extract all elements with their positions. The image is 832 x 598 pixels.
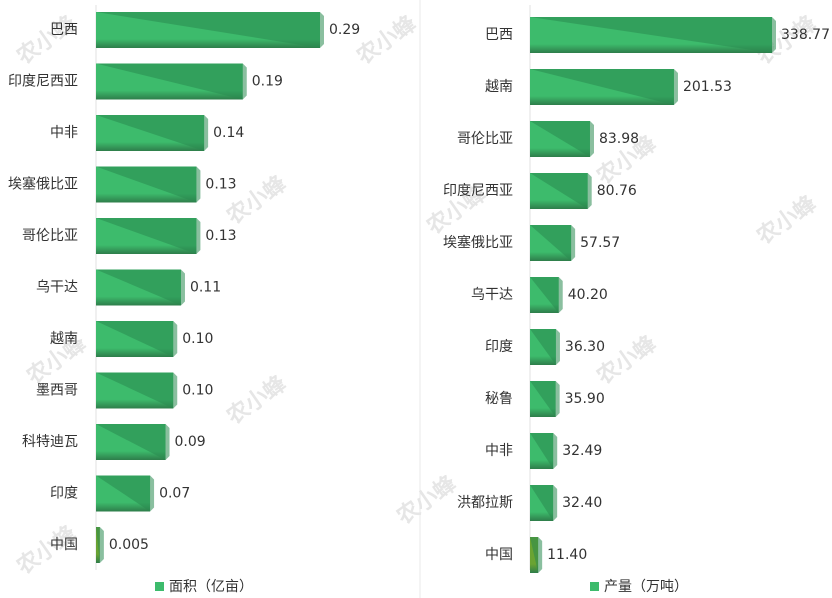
bar-shade	[96, 63, 247, 100]
legend-label: 面积（亿亩）	[169, 578, 253, 595]
watermark: 农小蜂	[11, 10, 82, 70]
bar-shade	[530, 277, 563, 313]
bar-shade	[530, 537, 543, 573]
value-label: 35.90	[565, 391, 605, 407]
category-label: 越南	[50, 331, 78, 347]
value-label: 11.40	[547, 547, 587, 563]
bar-shade	[96, 115, 209, 151]
category-label: 印度	[50, 486, 78, 502]
value-label: 338.77	[781, 27, 830, 43]
value-label: 0.19	[252, 74, 283, 90]
category-label: 科特迪瓦	[22, 434, 78, 450]
value-label: 201.53	[683, 79, 732, 95]
value-label: 32.40	[562, 495, 602, 511]
watermark: 农小蜂	[751, 190, 822, 250]
category-label: 印度尼西亚	[443, 183, 513, 199]
value-label: 0.07	[159, 486, 190, 502]
value-label: 0.10	[182, 331, 213, 347]
category-label: 墨西哥	[36, 383, 78, 399]
value-label: 57.57	[580, 235, 620, 251]
value-label: 0.29	[329, 22, 360, 38]
category-label: 乌干达	[36, 280, 78, 296]
bar	[96, 527, 100, 563]
bar-shade	[530, 381, 560, 417]
bar-shade	[530, 69, 678, 105]
bar-shade	[530, 173, 592, 209]
bar-shade	[96, 166, 201, 203]
bar-shade	[530, 121, 594, 157]
value-label: 0.11	[190, 280, 221, 296]
category-label: 巴西	[485, 27, 513, 43]
bar-shade	[96, 218, 201, 254]
watermark: 农小蜂	[221, 370, 292, 430]
category-label: 中非	[485, 443, 513, 459]
bar-shade	[96, 475, 155, 512]
value-label: 32.49	[562, 443, 602, 459]
category-label: 秘鲁	[485, 391, 513, 407]
legend-label: 产量（万吨）	[604, 579, 688, 595]
category-label: 中国	[485, 547, 513, 563]
bar-shade	[530, 17, 776, 53]
bar-shade	[96, 372, 178, 409]
watermark: 农小蜂	[391, 470, 462, 530]
category-label: 哥伦比亚	[457, 131, 513, 147]
category-label: 巴西	[50, 22, 78, 38]
value-label: 0.13	[205, 177, 236, 193]
value-label: 36.30	[565, 339, 605, 355]
category-label: 洪都拉斯	[457, 495, 513, 511]
category-label: 中国	[50, 537, 78, 553]
value-label: 0.10	[182, 383, 213, 399]
category-label: 印度	[485, 339, 513, 355]
category-label: 越南	[485, 79, 513, 95]
bar-shade	[96, 12, 324, 48]
bar-shade	[96, 424, 170, 460]
value-label: 0.13	[205, 228, 236, 244]
bar-shade	[530, 225, 576, 261]
bar-shade	[530, 485, 558, 521]
category-label: 哥伦比亚	[22, 228, 78, 244]
bar-shade	[530, 433, 558, 469]
bar-shade	[96, 527, 104, 563]
category-label: 乌干达	[471, 287, 513, 303]
value-label: 80.76	[597, 183, 637, 199]
bar-shade	[96, 321, 178, 357]
category-label: 中非	[50, 125, 78, 141]
bar-shade	[96, 269, 185, 306]
category-label: 埃塞俄比亚	[443, 234, 513, 251]
value-label: 83.98	[599, 131, 639, 147]
legend-swatch	[590, 582, 599, 591]
watermark: 农小蜂	[351, 10, 422, 70]
legend-swatch	[155, 582, 164, 591]
value-label: 0.09	[175, 434, 206, 450]
value-label: 40.20	[568, 287, 608, 303]
category-label: 埃塞俄比亚	[8, 176, 78, 193]
bar-shade	[530, 329, 560, 365]
value-label: 0.005	[109, 537, 149, 553]
category-label: 印度尼西亚	[8, 74, 78, 90]
value-label: 0.14	[213, 125, 244, 141]
